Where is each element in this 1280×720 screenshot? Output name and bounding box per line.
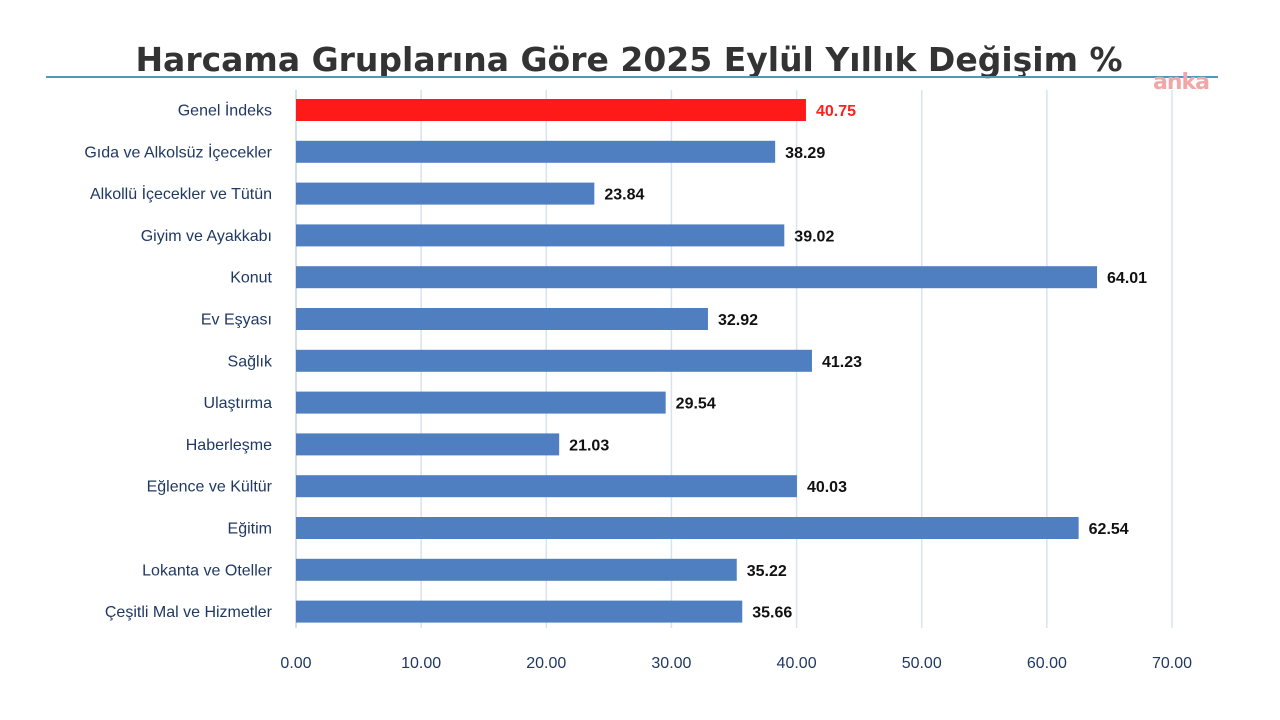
bar [296,517,1079,539]
bar-highlight [296,99,806,121]
category-label: Ev Eşyası [201,312,272,329]
data-label: 23.84 [604,187,644,204]
x-tick-label: 0.00 [280,655,311,672]
bar [296,308,708,330]
bar [296,349,812,372]
category-label: Haberleşme [186,437,272,454]
data-label: 39.02 [794,228,834,245]
bar [296,266,1098,289]
x-tick-label: 60.00 [1027,655,1067,672]
category-label: Gıda ve Alkolsüz İçecekler [84,142,272,161]
data-label: 62.54 [1089,521,1129,538]
x-tick-label: 30.00 [651,655,691,672]
bar [296,433,560,456]
data-label: 21.03 [569,437,609,454]
category-label: Konut [230,270,272,287]
x-tick-label: 10.00 [401,655,441,672]
x-tick-label: 70.00 [1152,655,1192,672]
data-label: 40.03 [807,479,847,496]
data-label: 35.22 [747,563,787,580]
bar [296,224,785,247]
data-label: 35.66 [752,605,792,622]
anka-watermark: anka [1153,70,1210,95]
bar [296,475,797,498]
category-label: Ulaştırma [204,395,273,412]
title-underline [46,76,1218,78]
chart-title: Harcama Gruplarına Göre 2025 Eylül Yıllı… [135,40,1123,79]
data-label: 40.75 [816,103,856,120]
bar [296,558,737,581]
data-label: 64.01 [1107,270,1147,287]
category-label: Genel İndeks [178,101,272,120]
data-label: 32.92 [718,312,758,329]
category-label: Eğitim [228,521,272,538]
x-tick-label: 50.00 [902,655,942,672]
bar [296,182,595,205]
category-label: Çeşitli Mal ve Hizmetler [105,604,273,621]
data-label: 38.29 [785,145,825,162]
category-label: Eğlence ve Kültür [147,479,273,496]
category-label: Sağlık [228,353,273,370]
x-tick-label: 20.00 [526,655,566,672]
bar [296,391,666,414]
data-label: 29.54 [676,396,716,413]
category-label: Giyim ve Ayakkabı [141,228,272,245]
data-label: 41.23 [822,354,862,371]
x-tick-label: 40.00 [777,655,817,672]
category-label: Lokanta ve Oteller [142,562,273,579]
category-label: Alkollü İçecekler ve Tütün [90,184,272,203]
bar [296,600,743,623]
bar [296,140,776,163]
